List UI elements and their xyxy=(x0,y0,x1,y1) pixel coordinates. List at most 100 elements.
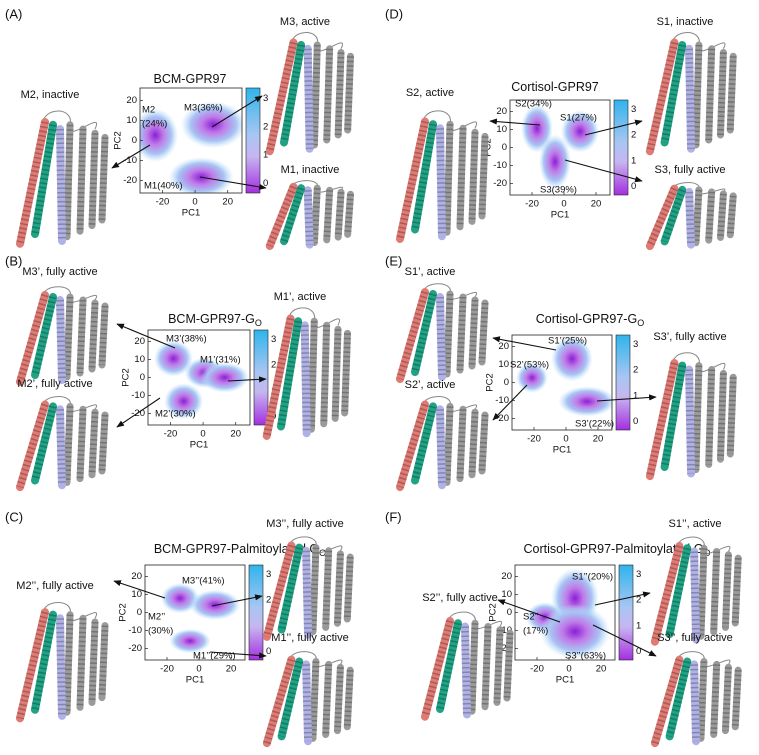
helix-stripe xyxy=(716,52,727,136)
x-axis-label: PC1 xyxy=(551,210,569,221)
helix-stripe xyxy=(721,554,732,628)
y-tick-label: 20 xyxy=(131,571,142,582)
helix xyxy=(262,541,296,641)
helix xyxy=(76,614,87,711)
helix-stripe xyxy=(716,373,727,460)
structure-label: S2’, active xyxy=(405,379,456,391)
title-subscript: O xyxy=(637,318,644,328)
helix xyxy=(697,544,708,640)
colorbar-tick-label: 3 xyxy=(631,104,636,115)
helix xyxy=(98,133,109,224)
state-label: (24%) xyxy=(142,119,167,130)
helix-stripe xyxy=(16,121,49,245)
helix xyxy=(411,290,437,376)
colorbar xyxy=(248,564,264,661)
helix xyxy=(710,660,721,738)
helix xyxy=(645,38,679,156)
helix xyxy=(341,329,351,417)
panel-title: BCM-GPR97-Palmitoylated GO xyxy=(154,542,326,558)
panel-title: Cortisol-GPR97-GO xyxy=(536,312,644,328)
helix-stripe xyxy=(56,128,66,242)
density-blob xyxy=(551,335,593,382)
helix xyxy=(265,38,298,156)
structure-label: S3’’, fully active xyxy=(657,632,733,644)
landscape xyxy=(510,100,610,195)
helix xyxy=(665,544,692,638)
helix-stripe xyxy=(320,325,331,424)
helix-stripe xyxy=(660,44,687,144)
x-axis-label: PC1 xyxy=(182,208,200,219)
arrow xyxy=(492,336,557,351)
landscape xyxy=(140,88,242,193)
helix-stripe xyxy=(660,364,687,468)
state-label: M1’(31%) xyxy=(200,355,241,366)
helix-stripe xyxy=(76,299,87,374)
helix-stripe xyxy=(262,317,295,437)
helix xyxy=(468,408,479,479)
arrow xyxy=(111,144,151,169)
panel-letter: (C) xyxy=(5,509,23,524)
helix xyxy=(716,369,727,463)
structure-label: M2’’, fully active xyxy=(16,580,93,592)
y-tick-label: 0 xyxy=(132,135,137,146)
helix-stripe xyxy=(31,124,57,235)
title-text: BCM-GPR97-Palmitoylated G xyxy=(154,542,319,556)
helix xyxy=(323,186,334,244)
helix-stripe xyxy=(88,411,99,475)
helix-stripe xyxy=(277,660,304,738)
helix xyxy=(76,125,87,235)
y-axis-label: PC2 xyxy=(113,131,124,149)
y-tick-label: 10 xyxy=(131,589,142,600)
colorbar xyxy=(613,99,629,196)
helix-stripe xyxy=(665,547,692,635)
helix-stripe xyxy=(503,632,514,699)
helix-stripe xyxy=(456,296,467,371)
state-label: M3’(38%) xyxy=(166,334,207,345)
helix xyxy=(334,49,345,139)
helix-stripe xyxy=(685,48,696,149)
protein-structure xyxy=(650,536,742,646)
helix xyxy=(665,657,692,741)
helix xyxy=(478,132,489,220)
helix xyxy=(31,293,57,379)
helix-stripe xyxy=(16,611,49,720)
helix-stripe xyxy=(303,190,314,245)
helix xyxy=(323,45,334,144)
state-label: S1’(25%) xyxy=(548,336,587,347)
helix-stripe xyxy=(493,629,504,703)
helix xyxy=(322,547,333,631)
title-text: Cortisol-GPR97-G xyxy=(536,312,637,326)
helix-stripe xyxy=(436,128,446,237)
helix xyxy=(721,551,732,631)
helix-stripe xyxy=(461,626,471,715)
density-blob xyxy=(539,134,571,190)
x-axis-label: PC1 xyxy=(556,675,574,686)
density-blob xyxy=(180,101,242,149)
helix-stripe xyxy=(396,120,429,240)
title-text: BCM-GPR97 xyxy=(154,72,227,86)
helix-stripe xyxy=(334,192,345,238)
helix xyxy=(16,118,49,248)
structure-label: M2, inactive xyxy=(21,89,80,101)
helix-stripe xyxy=(63,124,74,237)
helix xyxy=(503,629,514,702)
y-tick-label: 10 xyxy=(496,124,507,135)
protein-structure xyxy=(645,32,737,156)
helix-stripe xyxy=(468,411,479,475)
y-axis-label: PC2 xyxy=(488,603,499,621)
x-tick-label: -20 xyxy=(156,197,170,208)
helix xyxy=(16,291,49,386)
helix xyxy=(468,296,479,370)
density-blob xyxy=(169,628,211,654)
helix-stripe xyxy=(98,625,109,698)
helix xyxy=(344,52,354,134)
x-tick-label: 0 xyxy=(200,429,205,440)
x-axis-label: PC1 xyxy=(553,445,571,456)
helix xyxy=(436,293,446,381)
panel: (D)Cortisol-GPR9720100-10-20-20020PC1PC2… xyxy=(385,6,737,251)
helix-stripe xyxy=(651,545,684,643)
helix xyxy=(716,190,727,241)
